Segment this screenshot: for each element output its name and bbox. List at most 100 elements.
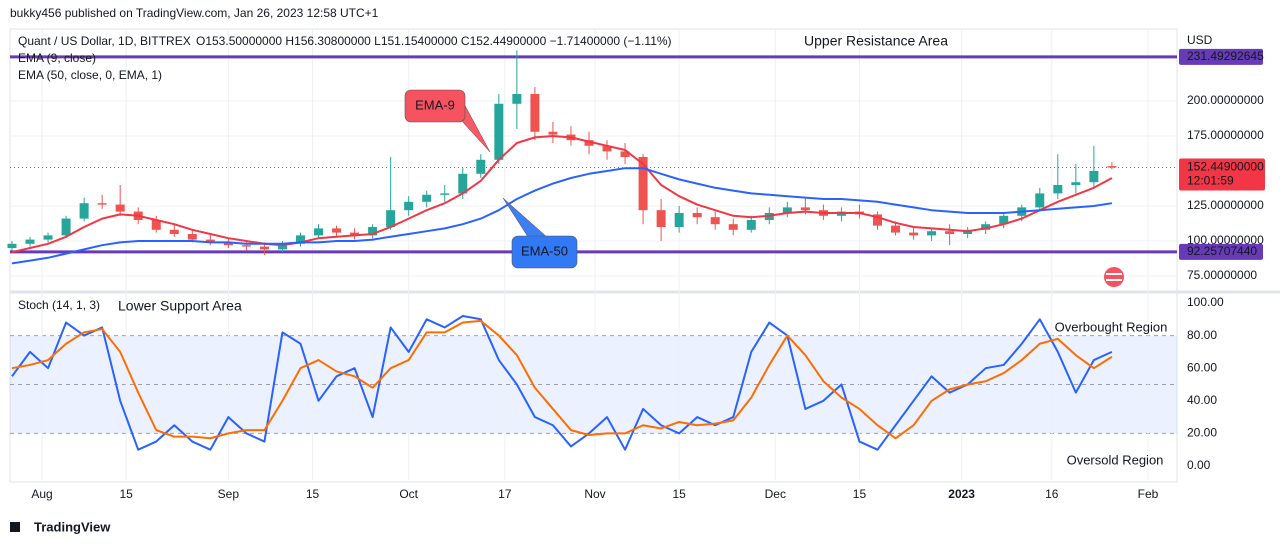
candle-body (422, 194, 432, 202)
labels-layer: 200.00000000 175.00000000 125.00000000 100.… (18, 33, 1265, 501)
candle-body (169, 229, 179, 234)
legend-entry: EMA (9, close) (18, 51, 96, 65)
y-tick-label: 175.00000000 (1187, 128, 1264, 142)
indicator-line (11, 315, 1113, 451)
region-label: Overbought Region (1055, 319, 1168, 334)
level-price-label: 231.49292645 (1187, 49, 1264, 63)
candle-body (43, 235, 53, 240)
x-tick-label: Nov (584, 487, 605, 501)
candle-body (872, 214, 882, 226)
brand: TradingView (10, 519, 111, 534)
countdown-label: 12:01:59 (1187, 174, 1234, 188)
callout-box (404, 89, 466, 123)
x-tick-label: Dec (765, 487, 786, 501)
x-tick-label: 16 (1045, 487, 1059, 501)
candle-body (223, 242, 233, 246)
candle-body (584, 140, 594, 146)
candle-body (891, 225, 901, 233)
level-price-label: 92.25707440 (1187, 244, 1257, 258)
pane-title: Stoch (14, 1, 3) (18, 298, 100, 312)
candle-body (512, 93, 522, 104)
candle-body (909, 232, 919, 236)
candle-body (350, 232, 360, 236)
indicator-line (11, 319, 1113, 440)
candle-body (314, 228, 324, 236)
stoch-band (10, 335, 1177, 434)
indicator-line (11, 134, 1113, 254)
y-tick-label: 20.00 (1187, 426, 1217, 440)
last-price-tag (1179, 158, 1265, 191)
y-tick-label: 40.00 (1187, 393, 1217, 407)
candle-body (945, 231, 955, 234)
candle-body (999, 215, 1009, 225)
y-tick-label: 125.00000000 (1187, 198, 1264, 212)
candle-body (620, 151, 630, 157)
y-tick-label: 80.00 (1187, 328, 1217, 342)
currency-label: USD (1187, 33, 1213, 47)
region-label: Oversold Region (1067, 452, 1164, 467)
candle-body (205, 239, 215, 243)
callout-text: EMA-9 (415, 97, 455, 112)
candle-body (710, 217, 720, 225)
brand-logo (10, 522, 20, 532)
x-tick-label: Feb (1138, 487, 1159, 501)
candle-body (277, 243, 287, 250)
candle-body (25, 239, 35, 244)
level-price-tag (1179, 243, 1263, 260)
y-tick-label: 100.00 (1187, 295, 1224, 309)
candle-body (1107, 166, 1117, 168)
x-tick-label: 2023 (948, 487, 975, 501)
x-tick-label: Aug (31, 487, 52, 501)
candle-body (656, 210, 666, 227)
x-tick-label: 15 (120, 487, 134, 501)
candle-body (386, 210, 396, 227)
candle-body (746, 219, 756, 230)
legend-entry: EMA (50, close, 0, EMA, 1) (18, 68, 162, 82)
candle-body (1089, 170, 1099, 183)
candle-body (458, 173, 468, 194)
y-tick-label: 100.00000000 (1187, 233, 1264, 247)
x-tick-label: Oct (399, 487, 418, 501)
last-price-label: 152.44900000 (1187, 160, 1264, 174)
candle-body (602, 145, 612, 152)
y-tick-label: 0.00 (1187, 458, 1211, 472)
y-tick-label: 60.00 (1187, 360, 1217, 374)
candle-body (79, 203, 89, 219)
candle-body (332, 228, 342, 233)
candle-body (927, 231, 937, 236)
marks-layer (7, 50, 1177, 451)
candle-body (1071, 182, 1081, 185)
candle-body (494, 103, 504, 160)
candle-body (404, 201, 414, 211)
candle-body (548, 131, 558, 135)
candle-body (638, 156, 648, 211)
y-tick-label: 200.00000000 (1187, 93, 1264, 107)
x-tick-label: 17 (498, 487, 512, 501)
candle-body (440, 193, 450, 195)
candle-body (97, 203, 107, 205)
flag-icon-circle (1104, 267, 1124, 287)
callout-text: EMA-50 (521, 243, 568, 258)
candle-body (151, 219, 161, 230)
candle-body (530, 93, 540, 132)
legend-quote: O153.50000000 H156.30800000 L151.1540000… (196, 34, 672, 48)
candle-body (782, 207, 792, 213)
candle-body (800, 207, 810, 211)
candle-body (241, 245, 251, 247)
callout-box (511, 235, 578, 269)
brand-name: TradingView (34, 519, 111, 534)
candle-body (692, 212, 702, 218)
x-tick-label: 15 (306, 487, 320, 501)
x-tick-label: 15 (672, 487, 686, 501)
candle-body (61, 218, 71, 236)
candle-body (1053, 184, 1063, 194)
candle-body (259, 246, 269, 250)
candle-body (728, 224, 738, 230)
x-tick-label: Sep (218, 487, 240, 501)
candle-body (187, 233, 197, 240)
candle-body (368, 226, 378, 236)
flag-icon (1104, 267, 1124, 287)
candle-body (674, 212, 684, 227)
publisher: bukky456 published on TradingView.com, J… (10, 6, 379, 20)
